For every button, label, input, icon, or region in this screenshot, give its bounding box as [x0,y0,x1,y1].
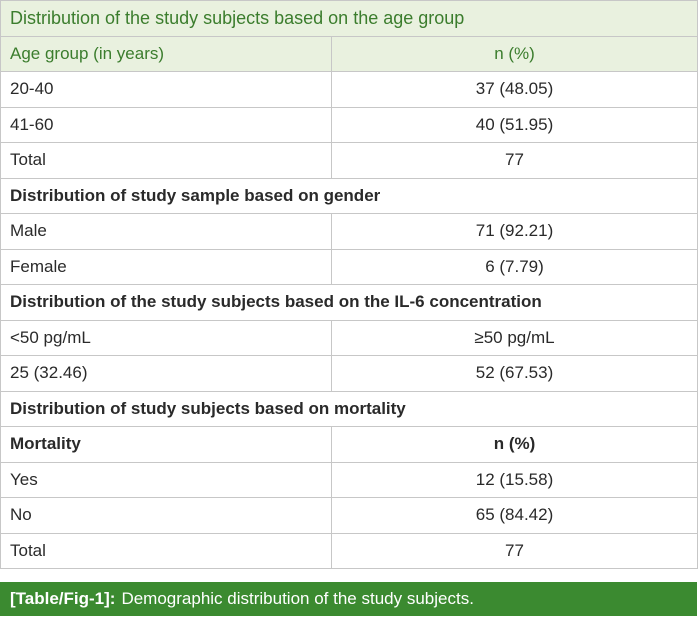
mortality-header-value: n (%) [330,426,699,463]
row-label: Male [0,213,332,250]
caption-label: [Table/Fig-1]: [10,589,116,608]
gender-section-title: Distribution of study sample based on ge… [0,177,699,214]
row-value: 40 (51.95) [330,106,699,143]
table-row: 20-40 37 (48.05) [0,71,699,108]
table-row: 25 (32.46) 52 (67.53) [0,355,699,392]
row-value: 52 (67.53) [330,355,699,392]
row-label: No [0,497,332,534]
age-header-label: Age group (in years) [0,35,332,72]
table-row: <50 pg/mL ≥50 pg/mL [0,319,699,356]
mortality-section-title: Distribution of study subjects based on … [0,390,699,427]
table-row: Male 71 (92.21) [0,213,699,250]
table-row: No 65 (84.42) [0,497,699,534]
row-label: <50 pg/mL [0,319,332,356]
table-row: Total 77 [0,532,699,569]
row-value: 65 (84.42) [330,497,699,534]
caption-text: Demographic distribution of the study su… [121,589,474,608]
row-value: 71 (92.21) [330,213,699,250]
figure-caption: [Table/Fig-1]: Demographic distribution … [0,582,697,616]
row-value: 77 [330,142,699,179]
row-label: 25 (32.46) [0,355,332,392]
row-label: 20-40 [0,71,332,108]
table-row: Total 77 [0,142,699,179]
row-value: 6 (7.79) [330,248,699,285]
age-header-row: Age group (in years) n (%) [0,35,699,72]
age-header-value: n (%) [330,35,699,72]
row-label: Total [0,532,332,569]
row-label: 41-60 [0,106,332,143]
table-row: 41-60 40 (51.95) [0,106,699,143]
mortality-section-row: Distribution of study subjects based on … [0,390,699,427]
table-row: Yes 12 (15.58) [0,461,699,498]
demographic-table: Distribution of the study subjects based… [0,0,699,569]
mortality-header-row: Mortality n (%) [0,426,699,463]
row-value: ≥50 pg/mL [330,319,699,356]
row-value: 37 (48.05) [330,71,699,108]
row-label: Total [0,142,332,179]
mortality-header-label: Mortality [0,426,332,463]
gender-section-row: Distribution of study sample based on ge… [0,177,699,214]
row-label: Female [0,248,332,285]
il6-section-row: Distribution of the study subjects based… [0,284,699,321]
table-title: Distribution of the study subjects based… [0,0,699,37]
table-row: Female 6 (7.79) [0,248,699,285]
il6-section-title: Distribution of the study subjects based… [0,284,699,321]
row-value: 12 (15.58) [330,461,699,498]
row-value: 77 [330,532,699,569]
row-label: Yes [0,461,332,498]
table-title-row: Distribution of the study subjects based… [0,0,699,37]
